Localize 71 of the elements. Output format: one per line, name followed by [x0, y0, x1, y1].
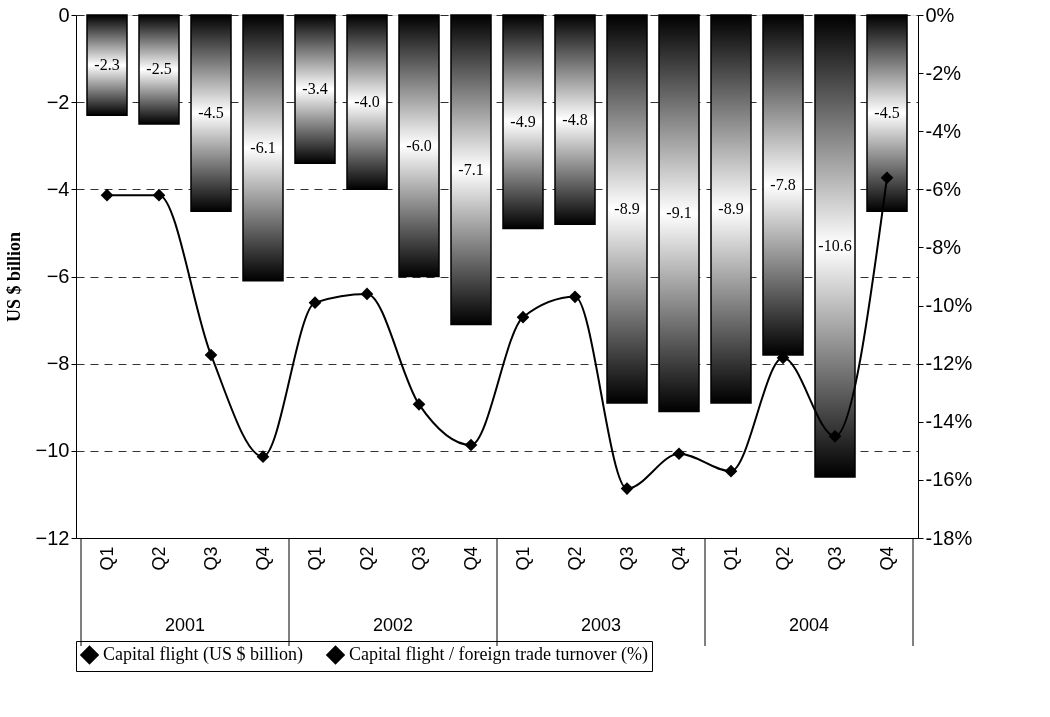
text: 2002: [372, 615, 414, 635]
text: 2004: [788, 615, 830, 635]
text: 2003: [580, 615, 622, 635]
y2-tick-label: -6%: [925, 177, 962, 200]
x-tick-label: Q3: [408, 546, 429, 571]
point: [672, 447, 686, 461]
point: [516, 310, 530, 324]
x-tick-label: Q3: [200, 546, 221, 571]
x-tick-label: Q1: [304, 546, 325, 571]
point: [568, 290, 582, 304]
data-label: -10.6: [818, 236, 852, 254]
point: [204, 348, 218, 362]
y2-tick-label: -14%: [925, 410, 973, 433]
data-label: -2.3: [94, 56, 120, 74]
y2-tick-label: -12%: [925, 352, 973, 375]
point: [308, 296, 322, 309]
y-tick-label: 0: [58, 3, 70, 26]
data-label: -4.5: [874, 104, 900, 122]
point: [828, 429, 842, 443]
x-tick-label: Q2: [148, 546, 169, 571]
point: [412, 398, 426, 411]
data-label: -6.1: [250, 138, 276, 156]
legend-label: Capital flight (US $ billion): [103, 643, 303, 665]
point: [880, 171, 894, 185]
y2-tick-label: -2%: [925, 61, 962, 84]
data-label: -4.0: [354, 93, 380, 111]
x-tick-label: Q2: [356, 546, 377, 571]
data-label: -8.9: [614, 199, 640, 217]
data-label: -7.8: [770, 175, 796, 193]
y2-tick-label: -18%: [925, 526, 973, 549]
data-label: -4.5: [198, 104, 224, 122]
data-label: -2.5: [146, 60, 172, 78]
data-label: -8.9: [718, 199, 744, 217]
x-tick-label: Q3: [616, 546, 637, 571]
y2-tick-label: -10%: [925, 294, 973, 317]
x-tick-label: Q4: [876, 546, 897, 571]
x-tick-label: Q1: [720, 546, 741, 571]
point: [360, 287, 374, 301]
data-label: -9.1: [666, 204, 692, 222]
y2-tick-label: 0%: [925, 3, 955, 26]
y-tick-label: −6: [46, 265, 70, 287]
y-tick-label: −2: [46, 90, 70, 113]
y-tick-label: −8: [46, 352, 70, 375]
legend-label: Capital flight / foreign trade turnover (%): [349, 643, 648, 665]
x-tick-label: Q2: [772, 546, 793, 571]
point: [464, 438, 478, 452]
text: 2001: [164, 615, 206, 635]
x-tick-label: Q1: [512, 546, 533, 571]
x-tick-label: Q1: [96, 546, 117, 571]
data-label: -4.8: [562, 110, 588, 128]
x-tick-label: Q4: [668, 546, 689, 571]
point: [620, 482, 634, 495]
y-tick-label: −4: [46, 177, 70, 200]
y-axis-title: US $ billion: [3, 231, 24, 323]
y-tick-label: −12: [35, 526, 70, 549]
y2-tick-label: -8%: [925, 235, 962, 258]
x-tick-label: Q3: [824, 546, 845, 571]
point: [256, 450, 270, 463]
point: [100, 188, 114, 202]
data-label: -7.1: [458, 160, 484, 178]
point: [724, 464, 738, 478]
x-tick-label: Q4: [252, 546, 273, 571]
x-tick-label: Q4: [460, 546, 481, 571]
data-label: -4.9: [510, 112, 536, 130]
x-tick-label: Q2: [564, 546, 585, 571]
y2-tick-label: -4%: [925, 119, 962, 142]
y2-tick-label: -16%: [925, 468, 973, 491]
data-label: -3.4: [302, 80, 328, 98]
point: [152, 188, 166, 202]
y-tick-label: −10: [35, 439, 70, 462]
data-label: -6.0: [406, 136, 432, 154]
